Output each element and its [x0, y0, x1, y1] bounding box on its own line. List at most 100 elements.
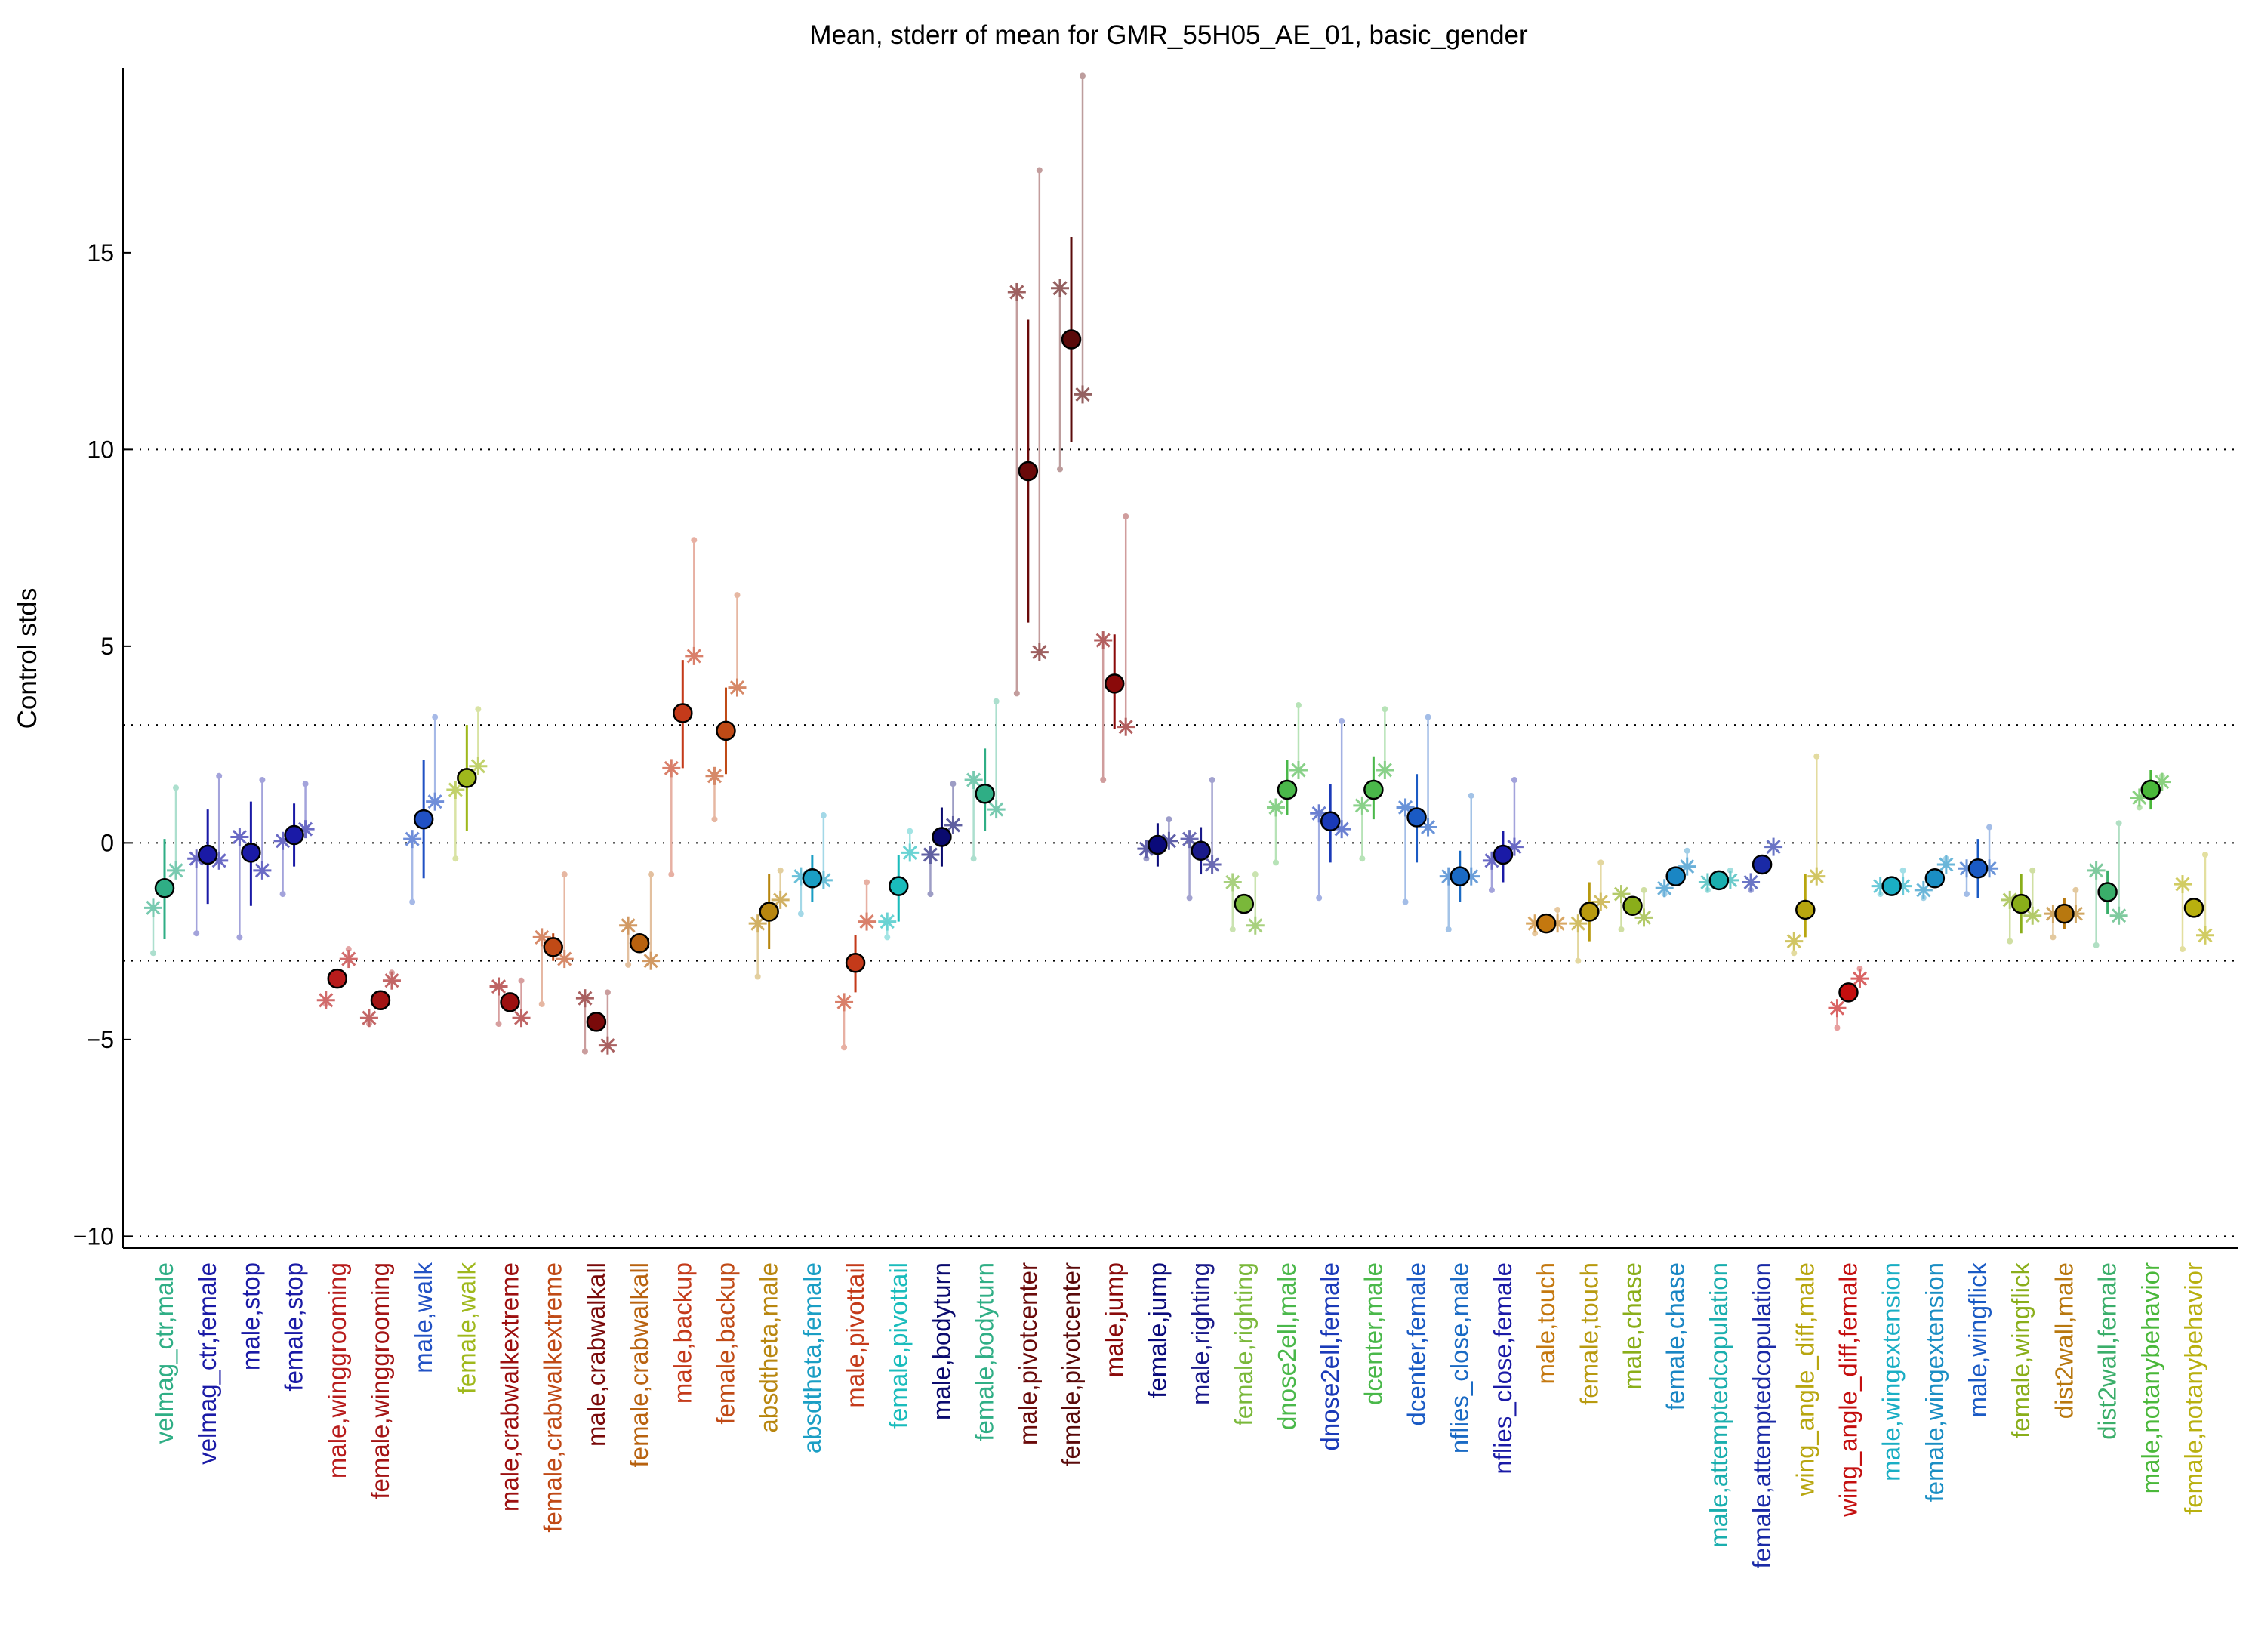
spread-end — [1554, 906, 1561, 913]
mean-marker — [759, 902, 779, 922]
spread-end — [1813, 753, 1820, 760]
spread-end — [993, 698, 1000, 704]
replicate-marker — [426, 792, 445, 811]
replicate-marker — [1785, 932, 1804, 951]
spread-end — [1272, 859, 1279, 866]
mean-marker — [716, 720, 736, 741]
replicate-marker — [1612, 885, 1631, 904]
spread-end — [1295, 702, 1302, 709]
category-group — [1439, 792, 1480, 932]
spread-end — [1143, 855, 1150, 862]
spread-end — [302, 781, 309, 787]
plot-area: −10 −5 0 5 10 15 velmag_ctr,male velmag_ctr,fe… — [73, 68, 2238, 1568]
category-group — [1655, 847, 1696, 898]
mean-marker — [327, 968, 348, 989]
replicate-marker — [575, 989, 594, 1008]
spread-end — [907, 828, 913, 834]
category-group — [1871, 867, 1912, 898]
spread-end — [1511, 777, 1517, 784]
replicate-marker — [1266, 798, 1285, 817]
x-tick-label: dcenter,female — [1403, 1262, 1431, 1425]
mean-marker — [284, 824, 304, 846]
category-group — [1742, 837, 1783, 893]
category-group — [1310, 717, 1351, 902]
x-tick-label: male,attemptedcopulation — [1705, 1262, 1733, 1548]
x-tick-label: female,notanybehavior — [2180, 1262, 2207, 1515]
category-group — [403, 714, 445, 905]
replicate-marker — [2196, 926, 2214, 945]
mean-marker — [1967, 858, 1989, 879]
category-group — [1828, 966, 1869, 1031]
spread-end — [648, 871, 655, 878]
x-tick-label: male,stop — [236, 1262, 264, 1370]
x-tick-label: male,notanybehavior — [2137, 1262, 2164, 1493]
mean-marker — [802, 868, 823, 889]
mean-marker — [889, 876, 909, 896]
replicate-marker — [1353, 796, 1372, 815]
replicate-marker — [1376, 760, 1394, 779]
spread-end — [1013, 690, 1020, 697]
mean-marker — [2054, 903, 2075, 924]
category-group — [2130, 769, 2171, 811]
x-tick-label: male,crabwalkall — [582, 1262, 610, 1447]
mean-marker — [1579, 902, 1600, 922]
replicate-marker — [921, 846, 940, 864]
x-tick-label: female,crabwalkextreme — [539, 1262, 567, 1533]
category-group — [1266, 702, 1308, 866]
replicate-marker — [359, 1009, 378, 1028]
mean-marker — [1061, 329, 1082, 350]
category-group — [705, 592, 747, 823]
x-tick-label: female,bodyturn — [971, 1262, 999, 1441]
replicate-marker — [1074, 385, 1092, 404]
x-tick-label: male,touch — [1532, 1262, 1560, 1384]
spread-end — [173, 784, 179, 791]
category-group — [446, 706, 488, 862]
spread-end — [1791, 950, 1798, 957]
category-group — [144, 784, 185, 957]
mean-marker — [1104, 673, 1125, 694]
replicate-marker — [662, 759, 681, 778]
replicate-marker — [489, 977, 508, 996]
replicate-marker — [1007, 282, 1026, 301]
spread-end — [475, 706, 482, 713]
y-tick-label: 15 — [87, 239, 114, 267]
y-tick-label: 0 — [100, 829, 114, 856]
mean-marker — [1320, 811, 1341, 831]
x-tick-label: female,backup — [711, 1262, 739, 1425]
x-tick-label: female,touch — [1575, 1262, 1603, 1405]
x-tick-label: wing_angle_diff,male — [1791, 1262, 1819, 1496]
x-tick-label: female,winggrooming — [366, 1262, 394, 1499]
category-group — [964, 698, 1006, 862]
spread-end — [1618, 926, 1625, 932]
category-group — [1958, 824, 1999, 898]
mean-marker — [1536, 913, 1557, 934]
spread-end — [864, 879, 870, 886]
spread-end — [1252, 871, 1259, 878]
spread-end — [734, 592, 741, 599]
spread-end — [2136, 804, 2143, 811]
x-tick-label: dist2wall,female — [2093, 1262, 2121, 1440]
mean-marker — [673, 703, 693, 723]
spread-end — [754, 973, 761, 980]
spread-end — [1834, 1025, 1841, 1031]
x-tick-label: female,attemptedcopulation — [1748, 1262, 1776, 1568]
spread-end — [1209, 777, 1215, 784]
mean-marker — [1493, 844, 1514, 865]
replicate-marker — [512, 1009, 531, 1028]
spread-end — [668, 871, 675, 878]
spread-end — [581, 1048, 588, 1055]
spread-end — [2202, 852, 2208, 858]
category-group — [273, 781, 315, 898]
x-tick-label: male,jump — [1100, 1262, 1128, 1377]
spread-end — [777, 867, 784, 874]
mean-marker — [586, 1012, 607, 1032]
x-tick-label: male,wingflick — [1964, 1262, 1992, 1418]
x-tick-label: dist2wall,male — [2050, 1262, 2078, 1419]
replicate-marker — [1914, 880, 1933, 899]
category-group — [2087, 820, 2128, 948]
replicate-marker — [1764, 837, 1783, 856]
spread-end — [1229, 926, 1236, 932]
x-tick-label: dcenter,male — [1359, 1262, 1387, 1405]
replicate-marker — [728, 678, 747, 697]
